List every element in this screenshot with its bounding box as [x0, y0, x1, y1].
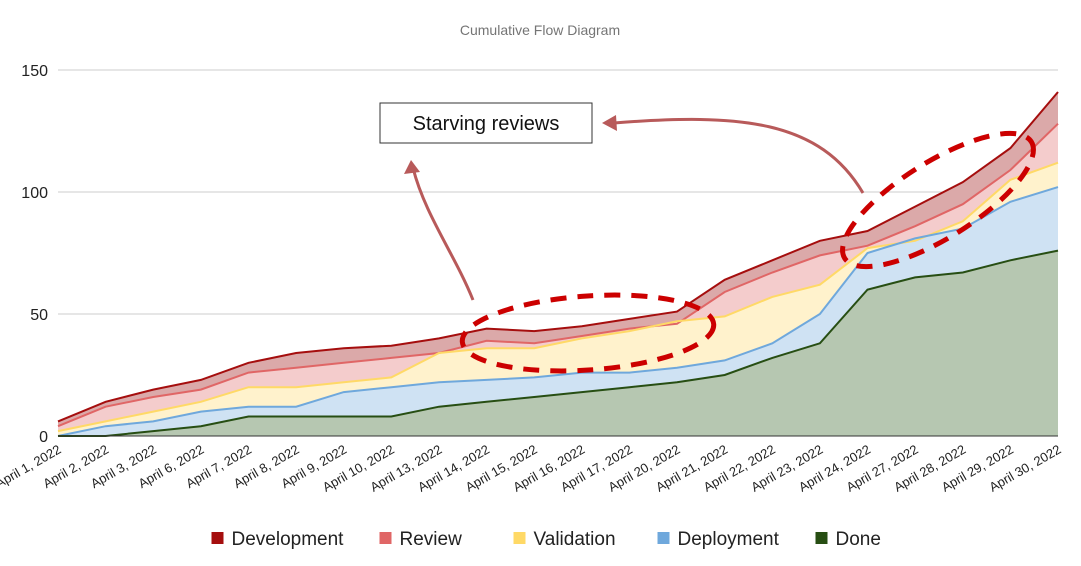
legend-swatch-deployment — [657, 532, 670, 544]
y-tick-label: 50 — [30, 307, 48, 324]
starving-reviews-ellipse-right — [840, 130, 1036, 270]
area-done — [58, 250, 1058, 436]
line-done — [58, 249, 1059, 437]
legend-label-done: Done — [836, 529, 881, 550]
legend-label-deployment: Deployment — [678, 529, 780, 550]
callout-arrowhead-left — [404, 160, 420, 174]
callout-arrow-right — [613, 117, 865, 194]
series-areas — [58, 92, 1058, 436]
legend-label-validation: Validation — [534, 529, 616, 550]
legend: Development Review Validation Deployment Don… — [211, 529, 881, 550]
line-deployment — [57, 186, 1059, 437]
y-tick-label: 100 — [21, 185, 48, 202]
y-tick-label: 150 — [21, 63, 48, 80]
legend-swatch-done — [815, 532, 828, 544]
callout-text: Starving reviews — [413, 113, 560, 135]
y-axis-ticks: 0 50 100 150 — [21, 63, 48, 446]
callout-box — [379, 102, 593, 144]
line-review — [57, 122, 1059, 428]
y-tick-label: 0 — [39, 429, 48, 446]
legend-label-development: Development — [232, 529, 345, 550]
chart-title: Cumulative Flow Diagram — [460, 22, 620, 38]
starving-reviews-ellipse-left — [459, 292, 717, 374]
annotations: Starving reviews — [379, 102, 1036, 374]
line-development — [57, 91, 1059, 423]
series-lines — [57, 91, 1059, 437]
callout-arrowhead-right — [602, 115, 617, 131]
line-validation — [57, 161, 1059, 433]
callout-arrow-left — [411, 167, 475, 301]
legend-swatch-validation — [513, 532, 526, 544]
legend-swatch-review — [379, 532, 392, 544]
legend-swatch-development — [211, 532, 224, 544]
legend-label-review: Review — [400, 529, 463, 550]
